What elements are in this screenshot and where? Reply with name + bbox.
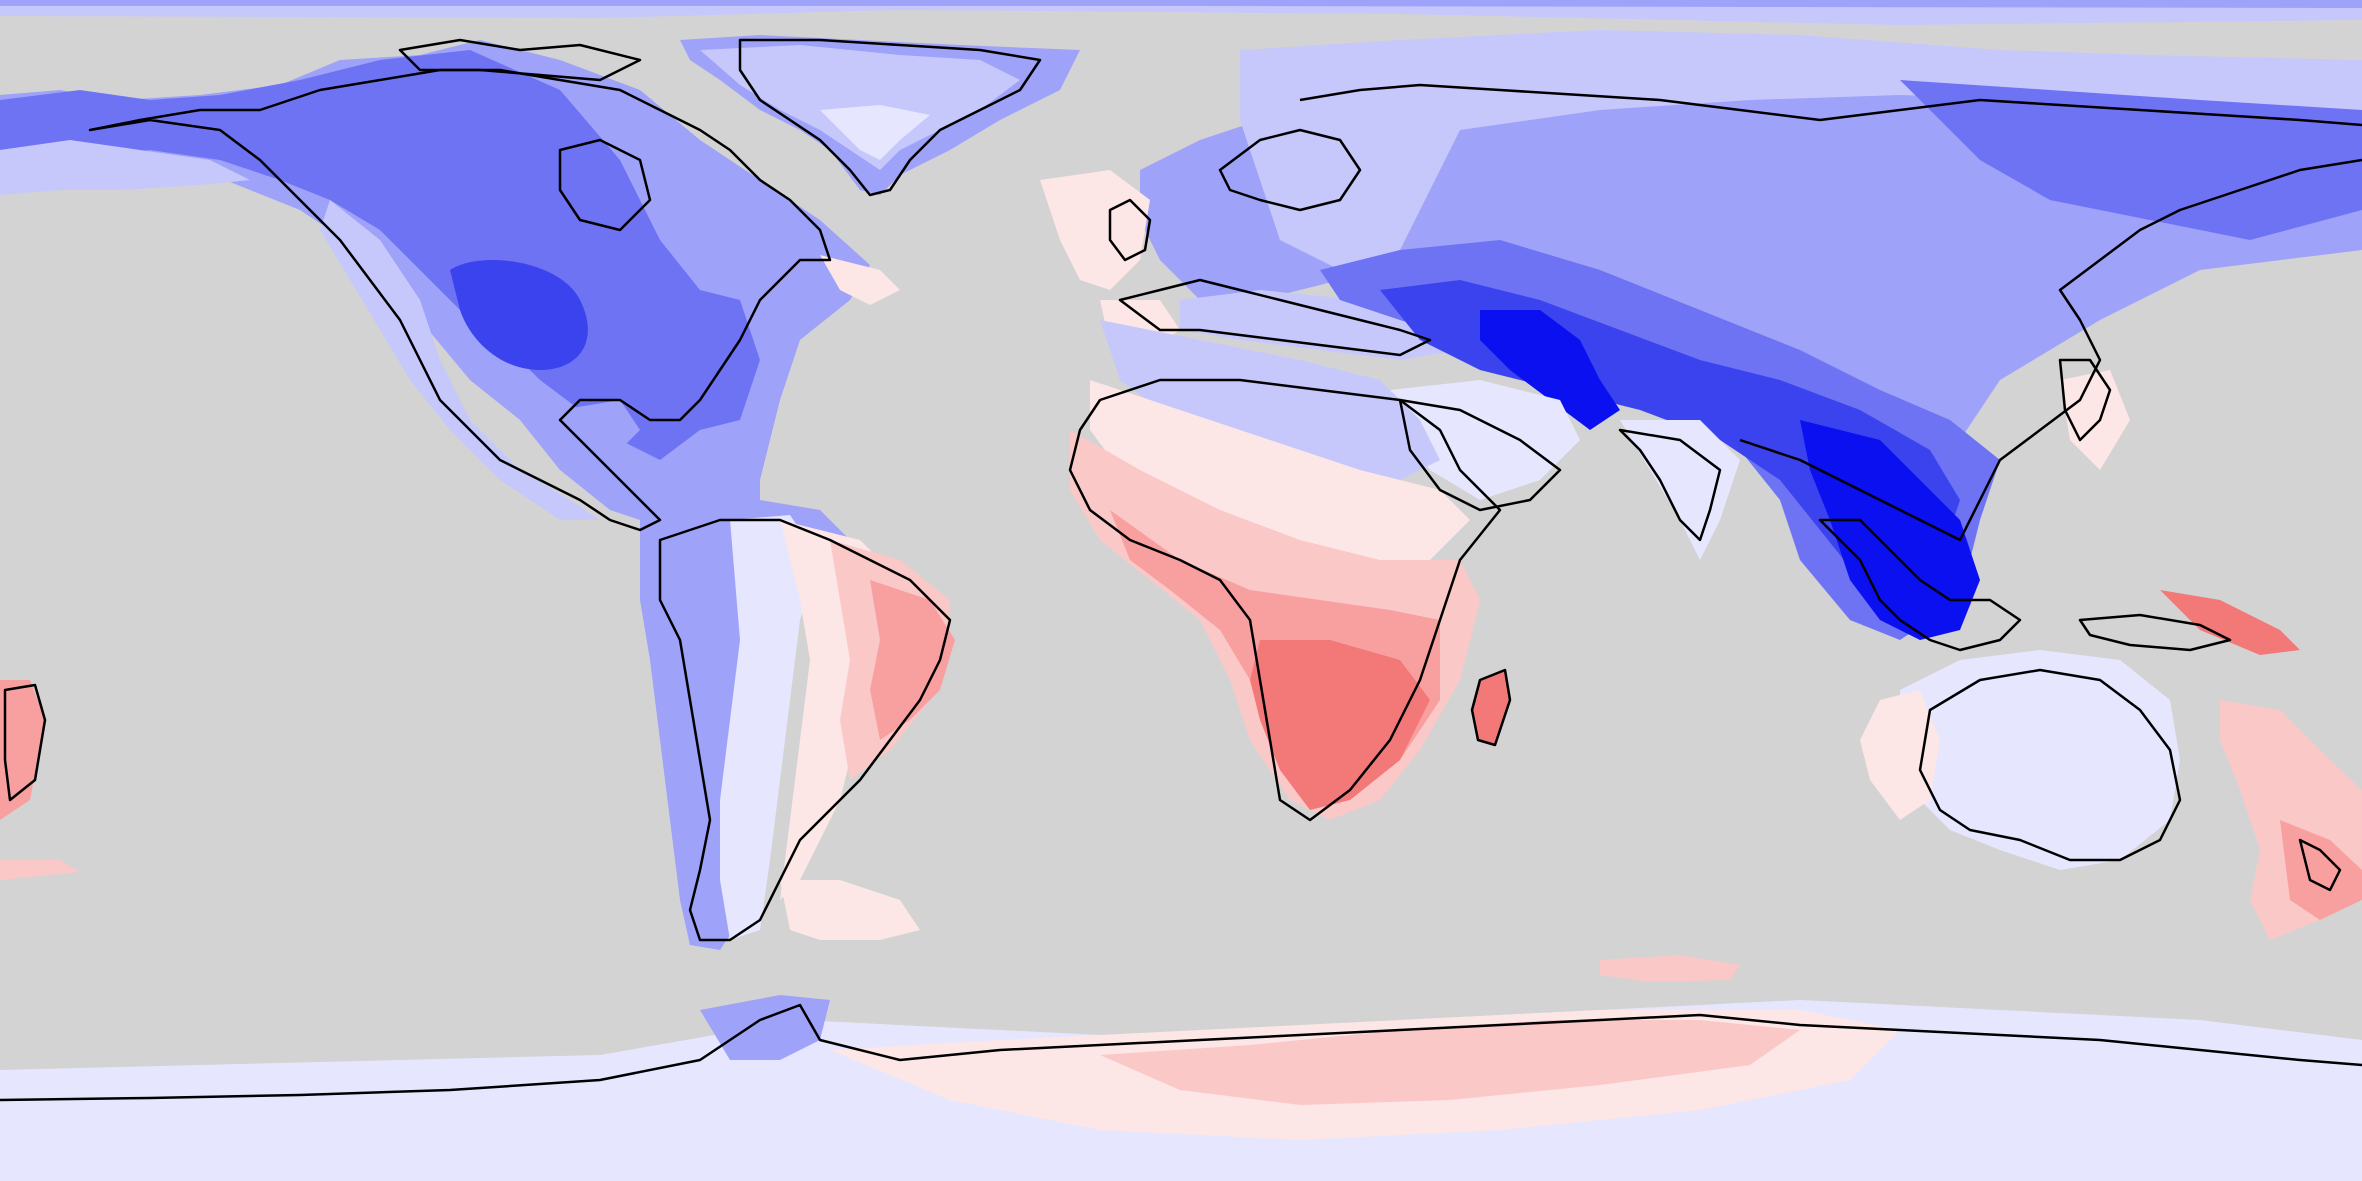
south-america	[640, 500, 955, 950]
pacific-strip-warm	[0, 860, 80, 880]
pacific-island-field	[0, 680, 45, 820]
india-faint	[1620, 420, 1740, 560]
uk-warm	[1040, 170, 1150, 290]
siberia-mid	[1900, 80, 2362, 240]
arabia-faint	[1390, 380, 1580, 500]
alaska-pale	[0, 140, 250, 195]
sa-field-pale	[720, 515, 820, 940]
sa-south-tip	[780, 880, 920, 940]
coast-south-america	[658, 518, 952, 942]
asia	[1240, 30, 2362, 640]
png-warm	[2160, 590, 2300, 655]
oceania	[1860, 590, 2362, 940]
coast-pacific-island	[3, 683, 47, 802]
japan-warm	[2060, 370, 2130, 470]
antarctica	[0, 955, 2362, 1181]
asia-field-strong	[1480, 310, 1620, 430]
greenland	[680, 35, 1080, 195]
coast-arctic-asia	[1299, 83, 2362, 127]
na-field-dark	[450, 260, 588, 370]
coast-india	[1618, 428, 1722, 542]
coast-se-asia	[1818, 518, 2022, 652]
coast-japan	[2058, 358, 2112, 442]
coast-arctic-islands	[398, 38, 642, 82]
coast-hudson-bay	[558, 138, 652, 232]
coast-madagascar	[1470, 668, 1512, 747]
coast-arabia	[1398, 398, 1562, 512]
caribbean-warm	[820, 255, 900, 305]
antarctica-warm-pale	[1100, 1020, 1800, 1105]
se-asia-strong	[1800, 420, 1980, 640]
coast-new-guinea	[2078, 613, 2232, 652]
africa-field-mid	[1250, 640, 1430, 810]
south-ocean-warm-strip	[1600, 955, 1740, 982]
north-america	[0, 40, 900, 540]
africa	[1070, 320, 1510, 820]
greenland-faint	[820, 105, 930, 160]
arctic-field-top	[0, 0, 2362, 8]
coast-antarctica	[0, 1003, 2362, 1102]
coast-europe-main	[1118, 278, 1432, 357]
antarctic-peninsula-field	[700, 995, 830, 1060]
coastlines	[0, 38, 2362, 1102]
coast-scandinavia	[1218, 128, 1362, 212]
coast-east-asia	[1739, 158, 2362, 542]
na-pacific-edge	[320, 200, 600, 520]
coast-greenland	[738, 38, 1042, 197]
africa-field-north	[1100, 320, 1440, 480]
australia-west-warm	[1860, 690, 1940, 820]
coast-new-zealand	[2298, 838, 2342, 892]
gulf-of-mexico-land	[560, 400, 640, 450]
sa-field-warm-light	[870, 580, 955, 740]
africa-field-faint	[1090, 380, 1470, 560]
australia-field	[1900, 650, 2180, 870]
coast-australia	[1918, 668, 2182, 862]
coast-uk	[1108, 198, 1152, 262]
coast-north-america	[88, 68, 832, 532]
